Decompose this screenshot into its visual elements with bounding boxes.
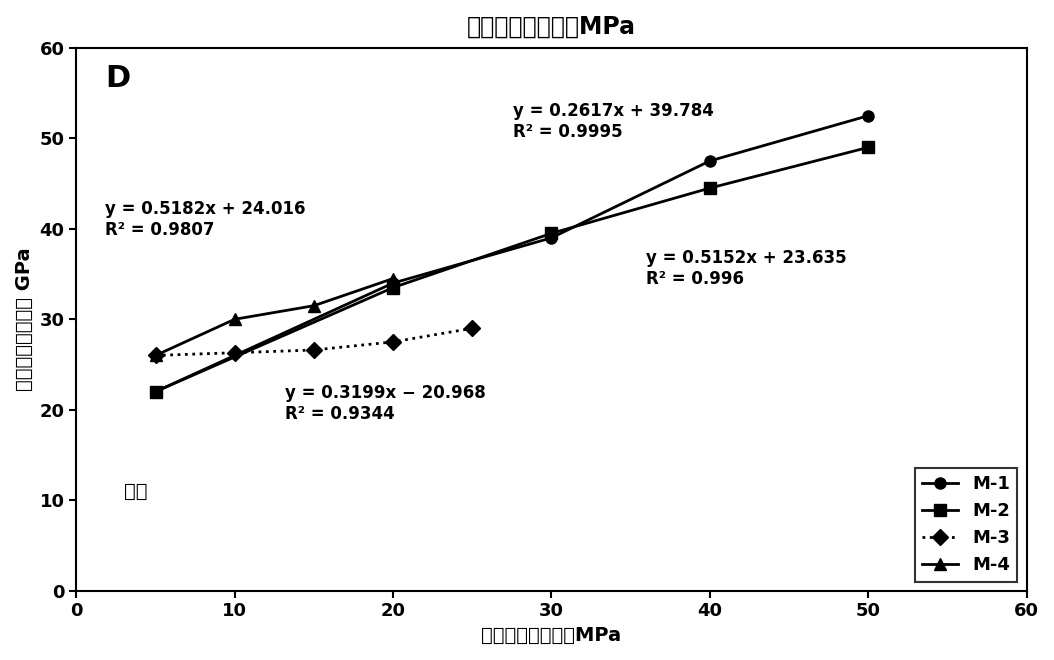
Text: y = 0.2617x + 39.784
R² = 0.9995: y = 0.2617x + 39.784 R² = 0.9995 bbox=[513, 102, 715, 141]
Legend: M-1, M-2, M-3, M-4: M-1, M-2, M-3, M-4 bbox=[915, 468, 1017, 581]
M-4 bbox=[308, 302, 320, 310]
Line: M-1: M-1 bbox=[150, 110, 874, 397]
Text: D: D bbox=[104, 64, 130, 93]
M-4 bbox=[387, 275, 399, 282]
M-3 bbox=[308, 346, 320, 354]
Text: y = 0.5182x + 24.016
R² = 0.9807: y = 0.5182x + 24.016 R² = 0.9807 bbox=[104, 200, 306, 239]
Title: 围压（有效应力）MPa: 围压（有效应力）MPa bbox=[467, 15, 636, 39]
M-4 bbox=[150, 352, 162, 360]
M-3 bbox=[387, 338, 399, 346]
M-3 bbox=[150, 352, 162, 360]
M-1 bbox=[862, 112, 875, 119]
Line: M-3: M-3 bbox=[150, 323, 477, 361]
M-1 bbox=[387, 279, 399, 287]
M-4 bbox=[229, 315, 241, 323]
M-2 bbox=[703, 184, 716, 192]
M-2 bbox=[545, 230, 558, 238]
M-1 bbox=[545, 234, 558, 242]
M-3 bbox=[229, 348, 241, 356]
M-1 bbox=[703, 157, 716, 165]
M-2 bbox=[150, 387, 162, 395]
Text: 干燥: 干燥 bbox=[124, 482, 148, 501]
M-2 bbox=[862, 143, 875, 151]
Text: y = 0.5152x + 23.635
R² = 0.996: y = 0.5152x + 23.635 R² = 0.996 bbox=[646, 249, 847, 288]
Line: M-4: M-4 bbox=[150, 273, 398, 361]
Y-axis label: 岩样骨架体积模量 GPa: 岩样骨架体积模量 GPa bbox=[15, 248, 34, 391]
M-3 bbox=[466, 324, 479, 332]
X-axis label: 围压（有效应力）MPa: 围压（有效应力）MPa bbox=[482, 626, 622, 645]
Text: y = 0.3199x − 20.968
R² = 0.9344: y = 0.3199x − 20.968 R² = 0.9344 bbox=[286, 384, 486, 423]
Line: M-2: M-2 bbox=[150, 142, 874, 397]
M-1 bbox=[150, 387, 162, 395]
M-2 bbox=[387, 284, 399, 292]
